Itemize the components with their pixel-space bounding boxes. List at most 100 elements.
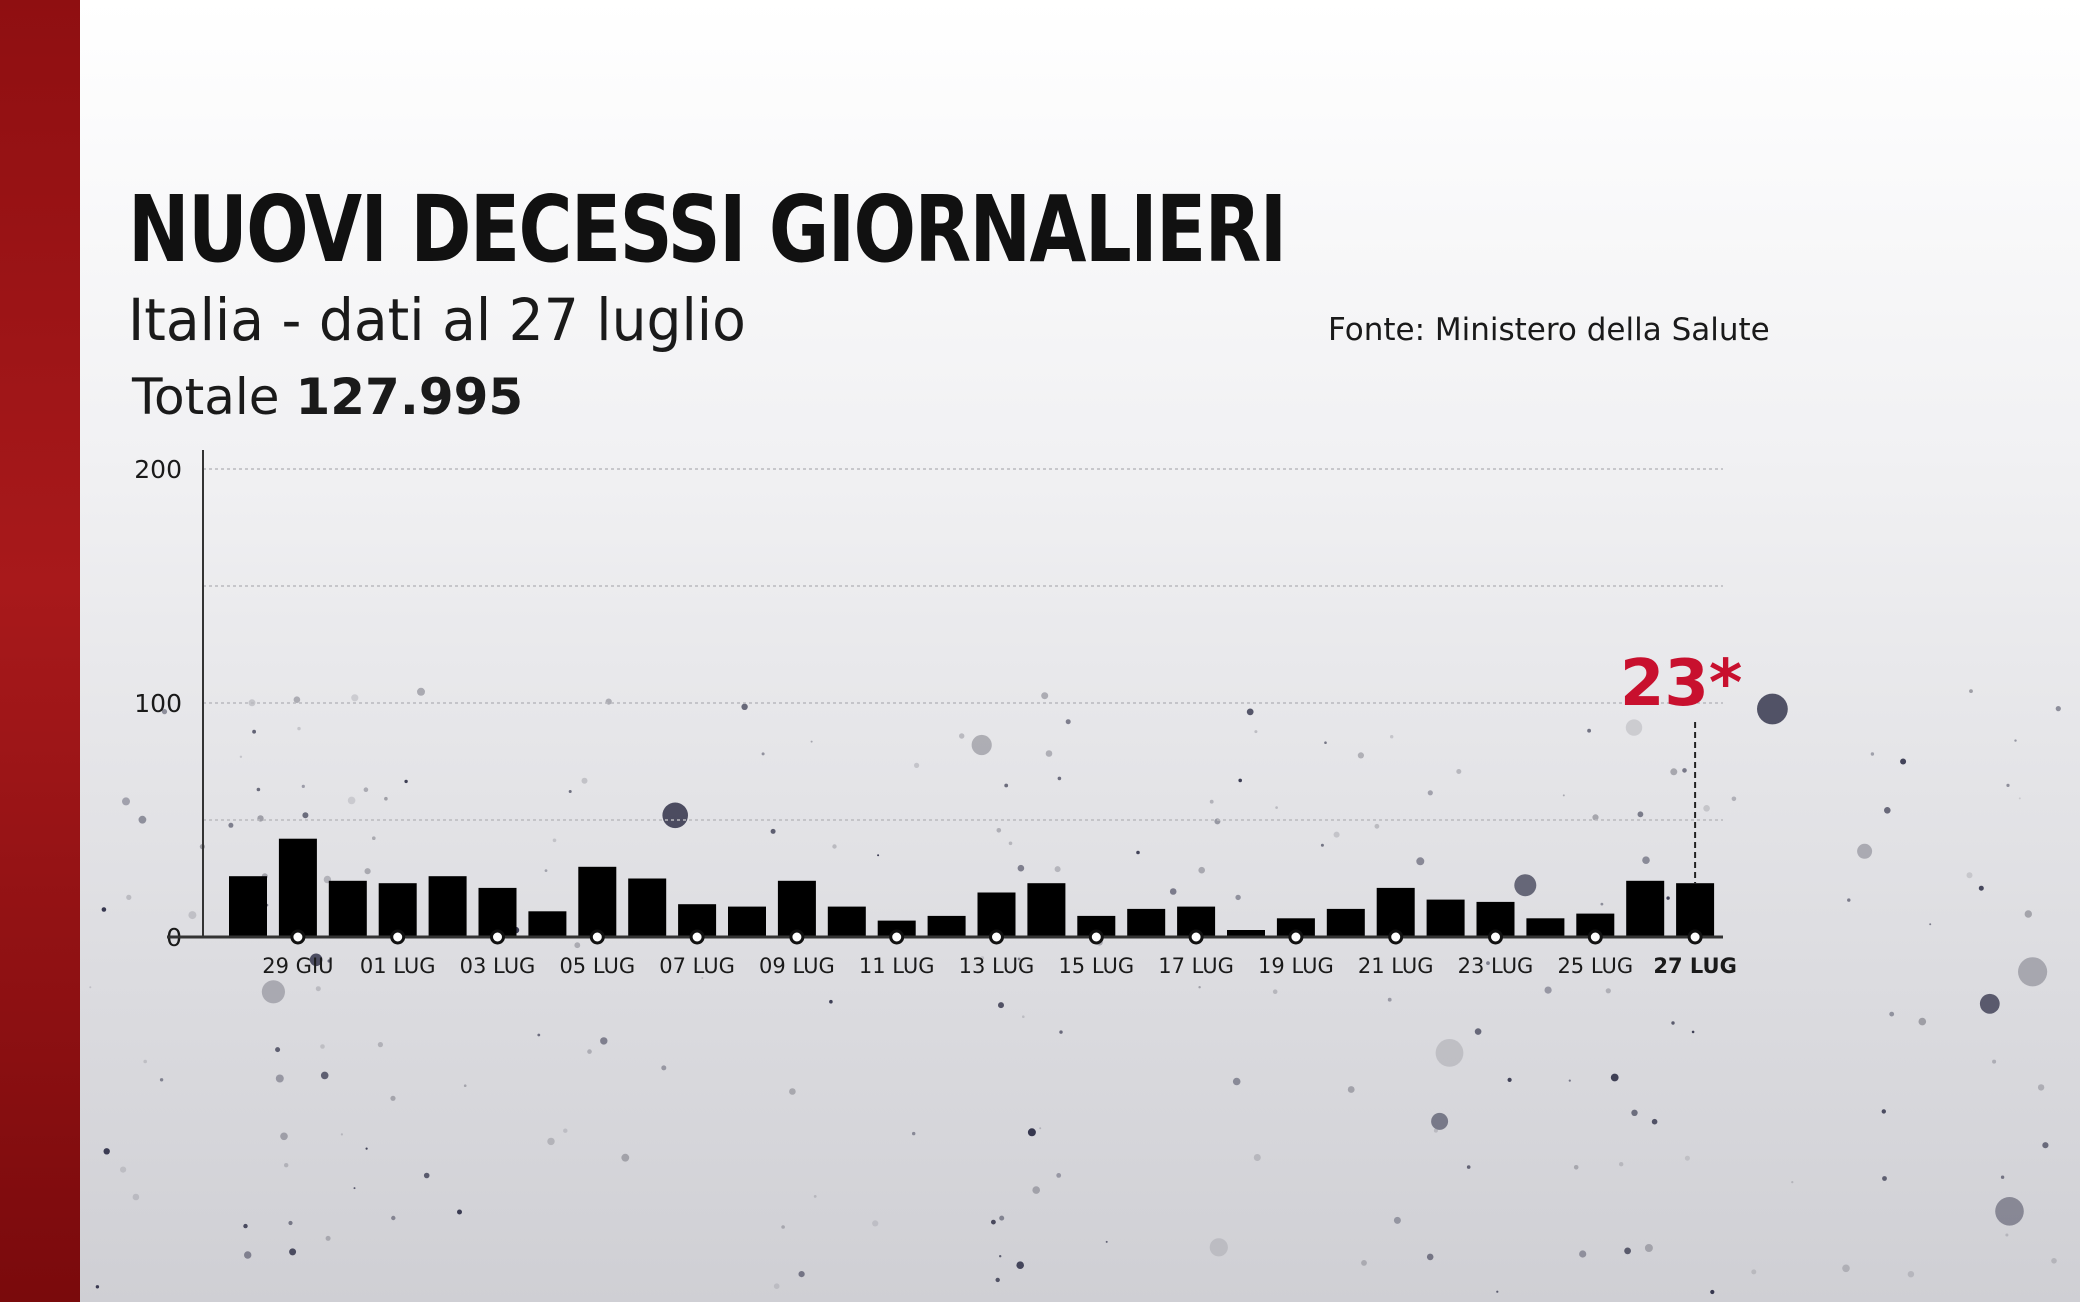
speckle-dot: [999, 1215, 1005, 1221]
speckle-dot: [1929, 923, 1932, 926]
speckle-dot: [547, 1137, 555, 1146]
speckle-dot: [1918, 1017, 1927, 1026]
speckle-dot: [1136, 850, 1140, 855]
speckle-dot: [1275, 806, 1278, 809]
bar: [1626, 880, 1665, 937]
speckle-dot: [995, 1277, 1000, 1283]
y-axis: 0100200: [134, 450, 204, 952]
x-tick-marker: [1587, 929, 1603, 945]
speckle-dot: [364, 868, 371, 875]
speckle-dot: [581, 777, 588, 784]
speckle-dot: [813, 1195, 817, 1198]
speckle-dot: [340, 1133, 343, 1136]
speckle-dot: [1592, 814, 1599, 821]
bar: [777, 880, 816, 937]
speckle-dot: [122, 797, 130, 806]
speckle-dot: [1059, 1030, 1063, 1034]
bars: [229, 838, 1715, 937]
speckle-dot: [138, 815, 147, 824]
speckle-dot: [351, 694, 359, 702]
speckle-dot: [1008, 841, 1013, 846]
speckle-dot: [1496, 1290, 1499, 1293]
speckle-dot: [1644, 1244, 1653, 1252]
speckle-dot: [1870, 752, 1875, 756]
bar: [827, 906, 866, 937]
speckle-dot: [741, 703, 748, 710]
speckle-dot: [275, 1047, 281, 1053]
speckle-dot: [2018, 957, 2048, 987]
speckle-dot: [1039, 1127, 1042, 1130]
bar: [877, 920, 916, 937]
speckle-dot: [1842, 1264, 1850, 1273]
speckle-dot: [872, 1220, 879, 1227]
speckle-dot: [1507, 1077, 1512, 1082]
speckle-dot: [959, 733, 965, 739]
speckle-dot: [1431, 1112, 1449, 1130]
speckle-dot: [1691, 1030, 1695, 1034]
bar: [1576, 913, 1615, 937]
speckle-dot: [1992, 1059, 1997, 1064]
x-tick-label: 03 LUG: [460, 954, 536, 978]
speckle-dot: [1631, 1109, 1638, 1117]
speckle-dot: [1587, 728, 1591, 733]
x-tick-label: 07 LUG: [659, 954, 735, 978]
speckle-dot: [1416, 857, 1425, 866]
speckle-dot: [252, 729, 256, 734]
bar: [478, 887, 517, 937]
x-tick-marker: [1288, 929, 1304, 945]
speckle-dot: [288, 1220, 293, 1226]
bar: [528, 911, 567, 937]
x-tick-label: 01 LUG: [360, 954, 436, 978]
speckle-dot: [132, 1193, 140, 1201]
speckle-dot: [463, 1084, 467, 1087]
speckle-dot: [1882, 1176, 1887, 1181]
chart-title: NUOVI DECESSI GIORNALIERI: [128, 176, 1287, 283]
speckle-dot: [587, 1049, 592, 1054]
speckle-dot: [188, 911, 197, 920]
speckle-dot: [293, 696, 301, 703]
x-tick-label: 21 LUG: [1358, 954, 1434, 978]
speckle-dot: [1027, 1128, 1036, 1137]
speckle-dot: [1731, 796, 1737, 802]
speckle-dot: [1209, 1238, 1228, 1257]
speckle-dot: [1544, 986, 1552, 994]
speckle-dot: [320, 1071, 329, 1080]
speckle-dot: [377, 1042, 383, 1048]
speckle-dot: [2014, 739, 2017, 742]
speckle-dot: [1333, 831, 1340, 838]
speckle-dot: [1637, 811, 1644, 818]
speckle-dot: [143, 1059, 147, 1064]
x-tick-label: 13 LUG: [959, 954, 1035, 978]
speckle-dot: [1969, 689, 1973, 693]
speckle-dot: [244, 1251, 252, 1259]
speckle-dot: [269, 961, 273, 965]
speckle-dot: [1427, 790, 1433, 796]
speckle-dot: [998, 1002, 1004, 1009]
speckle-dot: [95, 1285, 100, 1289]
bar: [328, 880, 367, 937]
speckle-dot: [1684, 1155, 1690, 1161]
speckle-dot: [1651, 1118, 1658, 1125]
speckle-dot: [1056, 1173, 1062, 1178]
speckle-dot: [552, 838, 557, 843]
speckle-dot: [1966, 872, 1973, 879]
red-side-band: [0, 0, 80, 1302]
bar: [1376, 887, 1415, 937]
x-tick-marker: [1388, 929, 1404, 945]
speckle-dot: [103, 1148, 110, 1155]
speckle-dot: [320, 1044, 325, 1049]
speckle-dot: [1881, 1109, 1887, 1114]
speckle-dot: [457, 1209, 462, 1215]
bar: [229, 876, 267, 937]
speckle-dot: [661, 1065, 667, 1071]
speckle-dot: [2005, 1233, 2009, 1237]
speckle-dot: [810, 740, 813, 743]
speckle-dot: [423, 1172, 430, 1179]
total-label: Totale: [132, 368, 280, 426]
speckle-dot: [1682, 768, 1687, 773]
speckle-dot: [1209, 799, 1214, 804]
total-deaths: Totale 127.995: [132, 368, 523, 426]
speckle-dot: [1238, 778, 1242, 783]
annotation-value: 23*: [1620, 647, 1743, 721]
